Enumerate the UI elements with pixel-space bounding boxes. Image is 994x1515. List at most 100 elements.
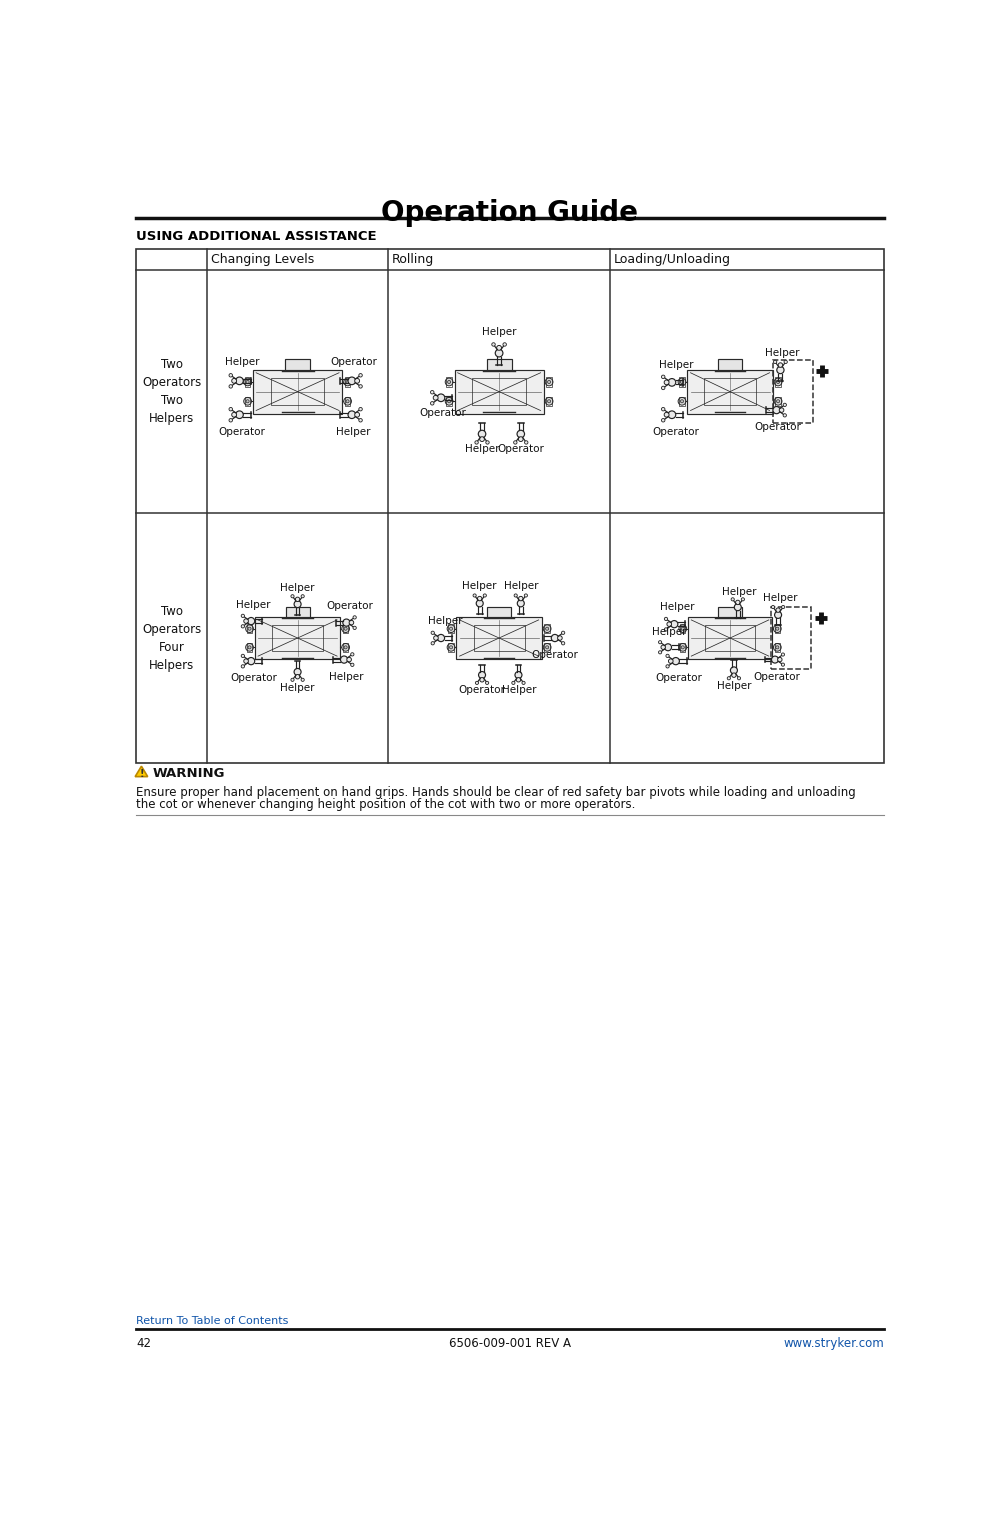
Circle shape (347, 658, 351, 662)
Bar (688, 617, 771, 659)
Circle shape (344, 627, 347, 630)
Text: Loading/Unloading: Loading/Unloading (613, 253, 731, 267)
Circle shape (295, 674, 299, 679)
Text: Helper: Helper (462, 582, 496, 591)
Circle shape (773, 612, 781, 618)
Circle shape (515, 671, 522, 679)
Circle shape (444, 397, 452, 405)
Circle shape (430, 642, 434, 645)
Circle shape (479, 436, 484, 441)
Bar (343, 624, 348, 633)
Circle shape (359, 385, 362, 388)
Polygon shape (135, 767, 147, 777)
Bar (343, 642, 348, 651)
Circle shape (775, 380, 779, 383)
Circle shape (545, 645, 548, 648)
Text: Helper: Helper (652, 627, 686, 636)
Text: Operator: Operator (218, 427, 265, 436)
Bar (136, 248, 883, 764)
Circle shape (477, 597, 481, 601)
Circle shape (301, 595, 304, 598)
Text: Helper: Helper (764, 348, 799, 358)
Text: Helper: Helper (280, 683, 314, 692)
Circle shape (543, 644, 551, 651)
Circle shape (449, 627, 452, 630)
Circle shape (447, 400, 450, 403)
Circle shape (658, 641, 661, 644)
Circle shape (248, 627, 250, 630)
Circle shape (232, 379, 237, 383)
Circle shape (551, 635, 558, 642)
Circle shape (518, 436, 523, 441)
Bar (446, 397, 451, 406)
Text: Helper: Helper (236, 600, 270, 611)
Bar (254, 617, 340, 659)
Circle shape (241, 654, 245, 658)
Circle shape (354, 379, 359, 383)
Text: Operator: Operator (655, 673, 702, 683)
Text: Two
Operators
Four
Helpers: Two Operators Four Helpers (142, 604, 201, 671)
Circle shape (449, 645, 452, 648)
Circle shape (248, 645, 250, 648)
Circle shape (665, 654, 669, 658)
Circle shape (246, 400, 248, 403)
Circle shape (446, 624, 454, 633)
Bar (448, 642, 453, 651)
Circle shape (783, 361, 786, 364)
Circle shape (446, 644, 454, 651)
Circle shape (479, 677, 484, 682)
Circle shape (664, 412, 668, 417)
Circle shape (430, 391, 433, 394)
Text: 42: 42 (136, 1336, 151, 1350)
Circle shape (545, 397, 553, 405)
Circle shape (248, 618, 254, 624)
Circle shape (346, 380, 349, 383)
Circle shape (741, 598, 744, 601)
Bar (679, 624, 685, 633)
Bar (546, 377, 552, 386)
Circle shape (290, 679, 294, 682)
Circle shape (667, 411, 675, 418)
Circle shape (547, 400, 550, 403)
Text: Operator: Operator (326, 601, 374, 612)
Circle shape (775, 608, 779, 612)
Circle shape (665, 665, 669, 668)
Text: Helper: Helper (503, 582, 538, 591)
Text: Operator: Operator (458, 685, 505, 695)
Bar (487, 606, 511, 617)
Circle shape (354, 412, 359, 417)
Text: Operator: Operator (497, 444, 544, 454)
Circle shape (340, 656, 347, 664)
Circle shape (430, 401, 433, 405)
Circle shape (680, 380, 683, 383)
Bar (544, 642, 550, 651)
Text: www.stryker.com: www.stryker.com (782, 1336, 883, 1350)
Circle shape (241, 624, 245, 627)
Circle shape (232, 412, 237, 417)
Circle shape (517, 600, 524, 608)
Bar (271, 626, 323, 651)
Circle shape (244, 659, 248, 664)
Circle shape (294, 600, 301, 608)
Text: Helper: Helper (762, 592, 797, 603)
Circle shape (672, 658, 679, 665)
Circle shape (236, 377, 244, 385)
Circle shape (518, 597, 523, 601)
Circle shape (561, 632, 565, 635)
Circle shape (229, 385, 233, 388)
Circle shape (241, 614, 245, 618)
Circle shape (514, 594, 517, 597)
Bar (718, 359, 742, 370)
Bar (245, 377, 250, 386)
Text: Operator: Operator (230, 673, 276, 683)
Text: !: ! (139, 768, 143, 779)
Bar (252, 370, 342, 414)
Circle shape (557, 636, 562, 641)
Text: Operator: Operator (419, 408, 466, 418)
Circle shape (229, 374, 233, 377)
Circle shape (344, 645, 347, 648)
Circle shape (678, 624, 686, 633)
Circle shape (661, 408, 664, 411)
Circle shape (522, 682, 525, 685)
Circle shape (776, 367, 783, 374)
